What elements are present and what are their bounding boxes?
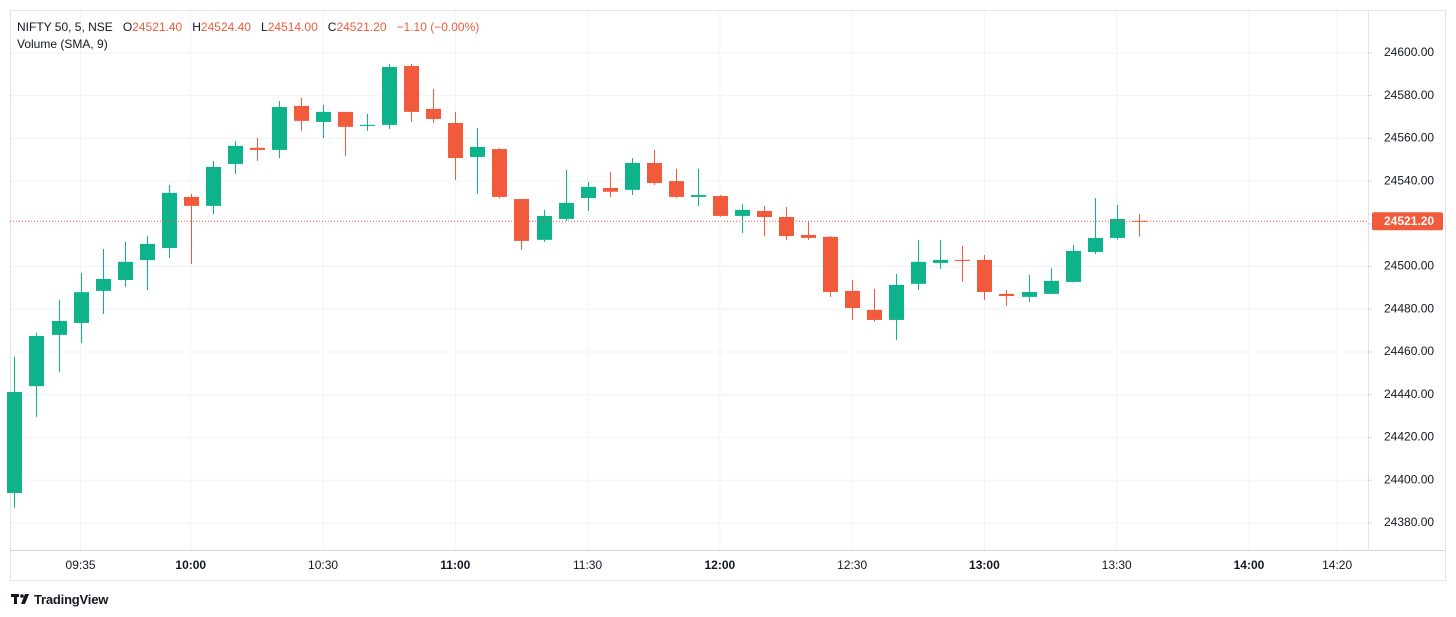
tradingview-logo-icon: [11, 594, 29, 604]
candle-body: [1132, 220, 1147, 222]
ohlc-value: 24521.20: [336, 20, 387, 34]
x-tick-label: 12:00: [705, 558, 736, 572]
candle-body: [779, 216, 794, 236]
candle-body: [911, 261, 926, 284]
x-tick-label: 14:20: [1322, 558, 1352, 572]
y-tick-label: 24600.00: [1384, 45, 1434, 59]
candle-body: [1044, 280, 1059, 294]
candle-body: [647, 162, 662, 184]
candle-body: [823, 236, 838, 292]
last-price-label: 24521.20: [1384, 214, 1434, 228]
indicator-label: Volume (SMA, 9): [17, 37, 108, 51]
y-tick-label: 24440.00: [1384, 387, 1434, 401]
y-tick-label: 24500.00: [1384, 259, 1434, 273]
candle-body: [977, 259, 992, 292]
x-tick-label: 13:00: [969, 558, 1000, 572]
logo-part: [21, 594, 29, 604]
candle-body: [867, 309, 882, 320]
change: −1.10 (−0.00%): [396, 20, 480, 34]
candle-body: [294, 105, 309, 121]
ohlc-value: 24524.40: [200, 20, 251, 34]
y-tick-label: 24560.00: [1384, 131, 1434, 145]
candle-body: [845, 290, 860, 308]
candle-body: [713, 196, 728, 216]
candle-body: [7, 391, 22, 493]
candle-body: [603, 187, 618, 192]
candle-body: [735, 209, 750, 216]
last-price-box: [1372, 212, 1443, 231]
y-tick-label: 24400.00: [1384, 472, 1434, 486]
ohlc-value: 24514.00: [267, 20, 318, 34]
candle-body: [691, 194, 706, 197]
candle-body: [162, 192, 177, 248]
x-tick-label: 11:30: [573, 558, 602, 572]
candle-body: [52, 321, 67, 335]
candle-body: [426, 108, 441, 119]
candle-body: [757, 211, 772, 217]
candle-body: [1088, 237, 1103, 253]
candle-body: [999, 293, 1014, 297]
y-tick-label: 24460.00: [1384, 344, 1434, 358]
y-tick-label: 24420.00: [1384, 430, 1434, 444]
candle-body: [360, 124, 375, 126]
candle-body: [448, 122, 463, 159]
y-tick-label: 24580.00: [1384, 88, 1434, 102]
candle-body: [514, 199, 529, 241]
x-tick-label: 11:00: [440, 558, 470, 572]
candle-body: [889, 284, 904, 320]
candle-body: [206, 167, 221, 206]
ohlc-letter: L: [261, 20, 268, 34]
ohlc-letter: C: [327, 20, 337, 34]
x-tick-label: 13:30: [1102, 558, 1132, 572]
logo-part: [20, 594, 24, 598]
candle-body: [1110, 218, 1125, 238]
candle-body: [470, 146, 485, 157]
ohlc-letter: H: [192, 20, 201, 34]
candle-body: [29, 335, 44, 387]
symbol: NIFTY 50, 5, NSE: [17, 20, 113, 34]
x-tick-label: 10:30: [308, 558, 338, 572]
y-tick-label: 24380.00: [1384, 515, 1434, 529]
candle-body: [933, 259, 948, 263]
x-tick-label: 10:00: [175, 558, 206, 572]
candle-body: [955, 259, 970, 261]
candle-body: [228, 145, 243, 165]
ohlc-value: 24521.40: [132, 20, 183, 34]
y-tick-label: 24480.00: [1384, 301, 1434, 315]
candle-body: [338, 111, 353, 127]
candle-body: [625, 162, 640, 190]
candle-body: [316, 111, 331, 122]
candle-body: [1066, 250, 1081, 282]
x-tick-label: 12:30: [837, 558, 867, 572]
candle-body: [492, 149, 507, 197]
candle-body: [1022, 291, 1037, 297]
x-tick-label: 14:00: [1234, 558, 1265, 572]
candle-body: [669, 181, 684, 197]
candle-body: [382, 67, 397, 125]
chart-frame: [10, 10, 1446, 581]
candle-body: [537, 215, 552, 240]
candle-body: [581, 186, 596, 198]
x-tick-label: 09:35: [66, 558, 96, 572]
candle-body: [118, 261, 133, 280]
y-tick-label: 24540.00: [1384, 173, 1434, 187]
candle-body: [74, 292, 89, 323]
logo-part: [14, 594, 17, 604]
candle-body: [184, 196, 199, 206]
candle-body: [96, 278, 111, 291]
candle-body: [801, 234, 816, 238]
candle-body: [250, 147, 265, 150]
branding: TradingView: [34, 592, 109, 607]
candle-body: [559, 202, 574, 219]
candle-body: [404, 65, 419, 112]
candle-body: [140, 243, 155, 261]
ohlc-letter: O: [122, 20, 133, 34]
candle-body: [272, 106, 287, 150]
legend-row: NIFTY 50, 5, NSE O24521.40 H24524.40 L24…: [17, 20, 479, 34]
